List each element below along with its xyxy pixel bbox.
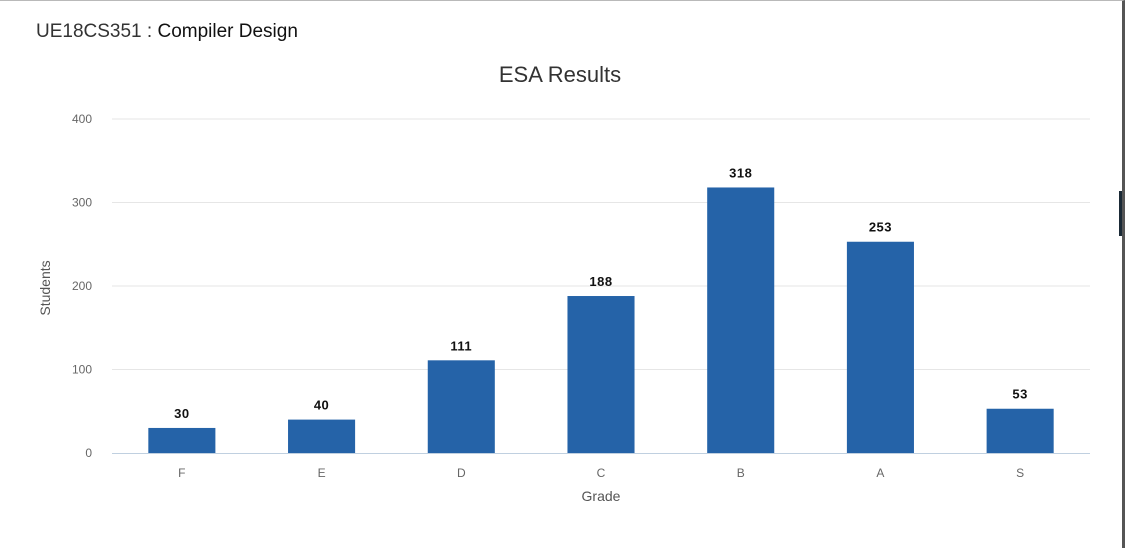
- y-tick-label: 200: [72, 279, 92, 293]
- bar-c[interactable]: [567, 296, 635, 453]
- x-tick-label-f: F: [178, 466, 185, 480]
- y-tick-label: 400: [72, 112, 92, 126]
- bar-b[interactable]: [707, 187, 775, 453]
- data-label-a: 253: [869, 220, 892, 235]
- bar-f[interactable]: [148, 427, 216, 453]
- x-tick-label-a: A: [876, 466, 884, 480]
- y-axis-ticks: 0 100 200 300 400: [72, 112, 92, 460]
- data-label-f: 30: [174, 406, 189, 421]
- y-tick-label: 300: [72, 196, 92, 210]
- data-label-e: 40: [314, 398, 329, 413]
- chart-title: ESA Results: [499, 62, 621, 87]
- course-header: UE18CS351 : Compiler Design: [36, 21, 298, 43]
- scrollbar-tab[interactable]: [1119, 191, 1122, 236]
- bar-s[interactable]: [986, 408, 1054, 453]
- course-code: UE18CS351: [36, 21, 142, 42]
- x-tick-label-e: E: [318, 466, 326, 480]
- data-label-b: 318: [729, 165, 752, 180]
- x-axis-title: Grade: [582, 488, 621, 504]
- x-tick-label-s: S: [1016, 466, 1024, 480]
- bar-a[interactable]: [846, 241, 914, 453]
- bars: 30 40 111 188 318 253 53: [148, 165, 1054, 453]
- data-label-s: 53: [1012, 387, 1027, 402]
- y-tick-label: 100: [72, 363, 92, 377]
- bar-d[interactable]: [427, 360, 495, 453]
- y-axis-title: Students: [37, 260, 53, 315]
- data-label-d: 111: [450, 338, 472, 353]
- y-tick-label: 0: [85, 446, 92, 460]
- x-tick-label-d: D: [457, 466, 466, 480]
- course-name: Compiler Design: [157, 21, 298, 42]
- course-separator: :: [141, 21, 158, 42]
- bar-e[interactable]: [288, 419, 356, 453]
- x-tick-label-b: B: [737, 466, 745, 480]
- x-tick-label-c: C: [597, 466, 606, 480]
- data-label-c: 188: [589, 274, 612, 289]
